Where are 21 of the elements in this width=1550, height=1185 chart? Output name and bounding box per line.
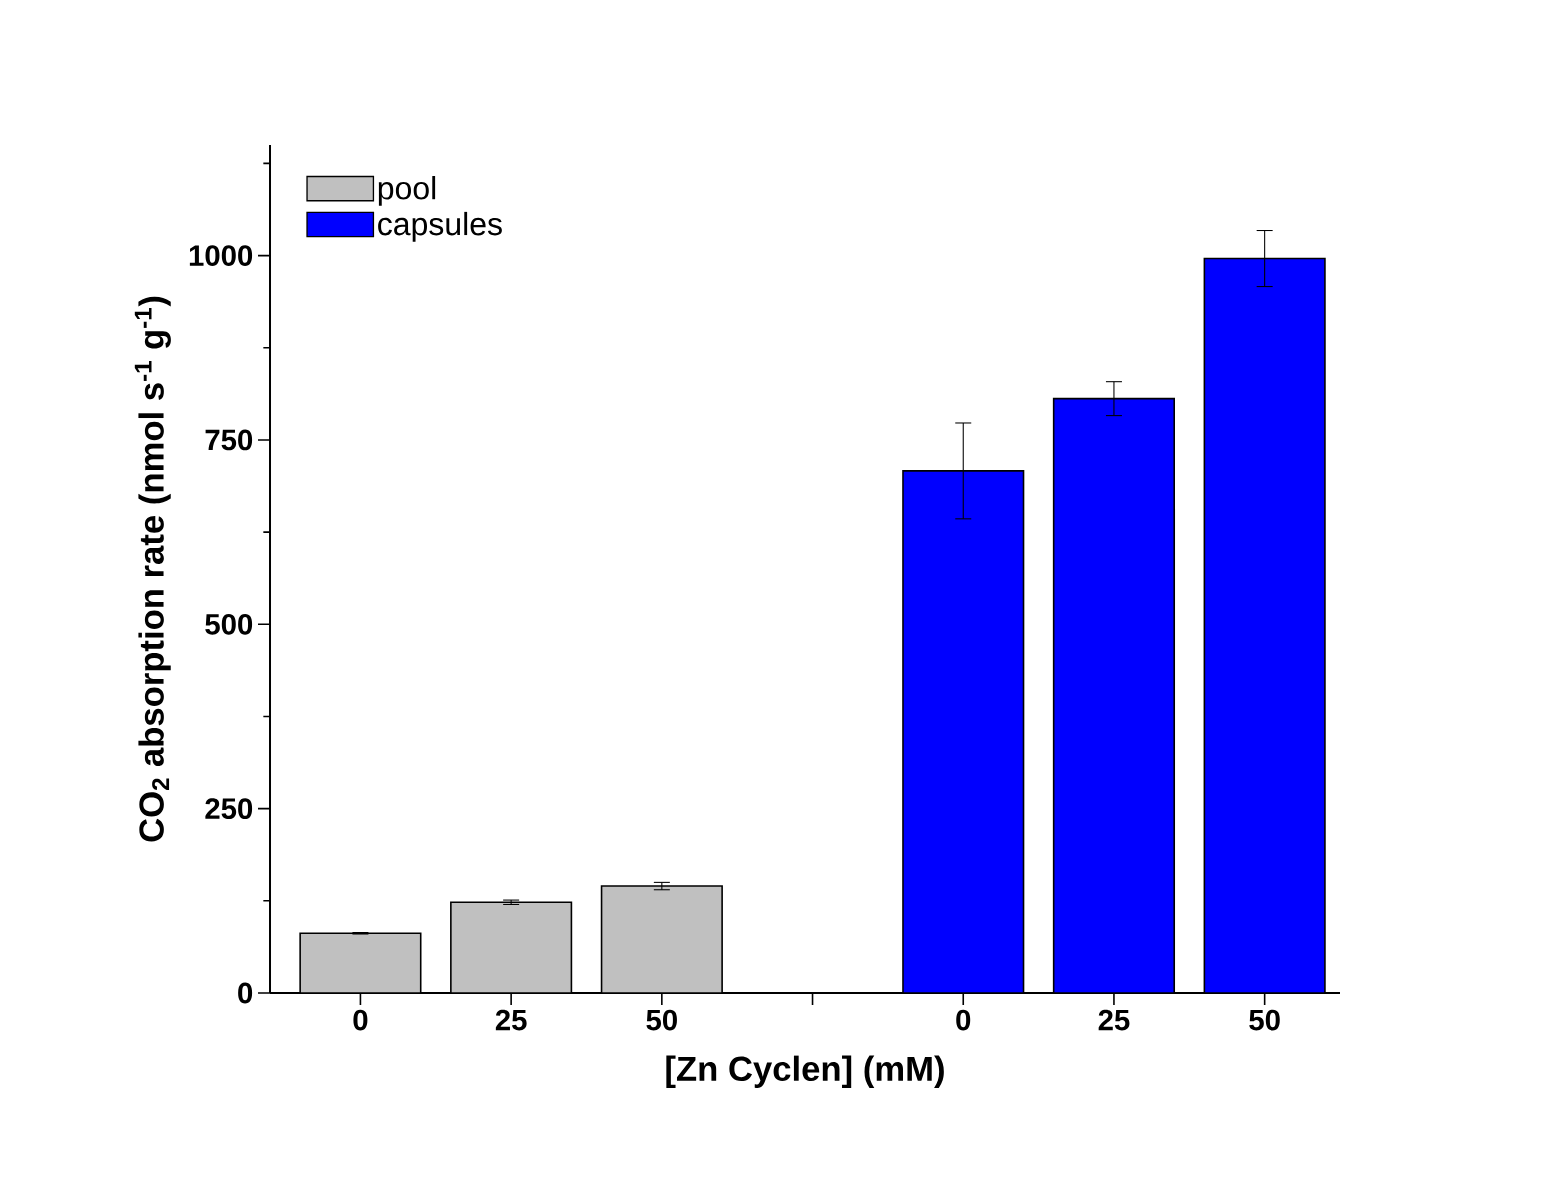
x-tick-label: 0 — [956, 1009, 971, 1031]
bar — [902, 470, 1025, 993]
x-axis-title: [Zn Cyclen] (mM) — [666, 1055, 944, 1088]
legend-label: pool — [378, 176, 436, 206]
y-tick-label: 500 — [205, 613, 253, 635]
x-tick-label: 25 — [495, 1009, 527, 1031]
legend-label: capsules — [378, 211, 502, 242]
bar — [299, 932, 422, 993]
y-tick-label: 0 — [238, 982, 253, 1004]
y-tick-label: 250 — [205, 798, 253, 820]
y-tick-label: 750 — [205, 429, 253, 451]
x-tick-label: 25 — [1098, 1009, 1130, 1031]
x-tick-label: 0 — [353, 1009, 368, 1031]
y-axis-title: CO$_{2}$ absorption rate (nmol s$^{-1}$ g$^{-1}$) — [134, 296, 171, 842]
bar — [450, 901, 573, 993]
x-tick-label: 50 — [646, 1009, 677, 1031]
bar — [600, 885, 723, 993]
y-tick-label: 1000 — [189, 245, 253, 266]
bar — [1203, 257, 1326, 993]
bar — [1052, 397, 1176, 993]
x-tick-label: 50 — [1249, 1009, 1280, 1031]
